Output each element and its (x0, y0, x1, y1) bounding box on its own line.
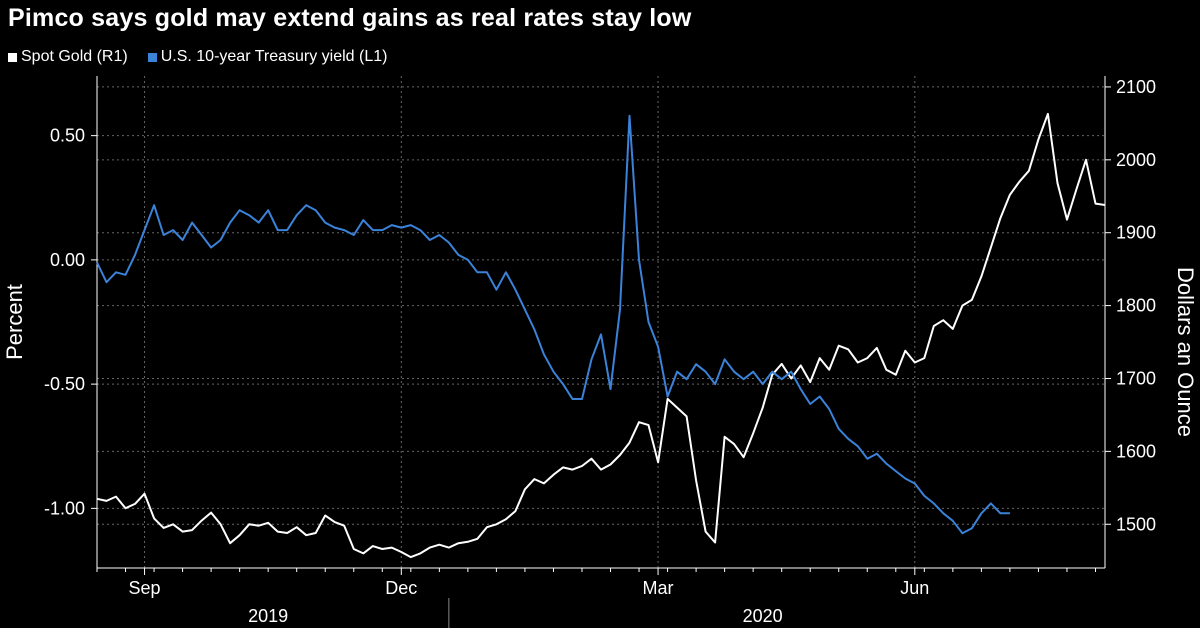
y-right-tick-label: 2100 (1116, 77, 1156, 97)
x-tick-label-mar: Mar (643, 578, 674, 598)
y-right-axis-title: Dollars an Ounce (1173, 267, 1198, 437)
x-tick-label-sep: Sep (129, 578, 161, 598)
y-right-tick-label: 1500 (1116, 514, 1156, 534)
y-left-tick-label: 0.50 (50, 126, 85, 146)
series-line-spot-gold (96, 112, 1106, 559)
x-tick-label-jun: Jun (900, 578, 929, 598)
series-line-treasury-yield (96, 114, 1010, 535)
legend-item-spot-gold: Spot Gold (R1) (8, 48, 128, 66)
y-left-tick-label: -0.50 (44, 374, 85, 394)
y-left-axis-title: Percent (2, 284, 27, 360)
chart-title: Pimco says gold may extend gains as real… (8, 4, 692, 32)
legend-label-spot-gold: Spot Gold (R1) (21, 48, 128, 65)
y-right-tick-label: 2000 (1116, 150, 1156, 170)
legend-swatch-spot-gold (8, 52, 17, 62)
legend-swatch-treasury-yield (147, 52, 157, 62)
y-right-tick-label: 1800 (1116, 296, 1156, 316)
x-tick-label-dec: Dec (385, 578, 417, 598)
y-right-tick-label: 1900 (1116, 223, 1156, 243)
x-year-label-2020: 2020 (743, 606, 783, 626)
legend: Spot Gold (R1) U.S. 10-year Treasury yie… (8, 48, 407, 66)
legend-item-treasury-yield: U.S. 10-year Treasury yield (L1) (147, 48, 388, 66)
y-left-tick-label: 0.00 (50, 250, 85, 270)
x-year-label-2019: 2019 (248, 606, 288, 626)
y-right-tick-label: 1700 (1116, 368, 1156, 388)
legend-label-treasury-yield: U.S. 10-year Treasury yield (L1) (160, 48, 388, 65)
y-right-tick-label: 1600 (1116, 441, 1156, 461)
y-left-tick-label: -1.00 (44, 498, 85, 518)
